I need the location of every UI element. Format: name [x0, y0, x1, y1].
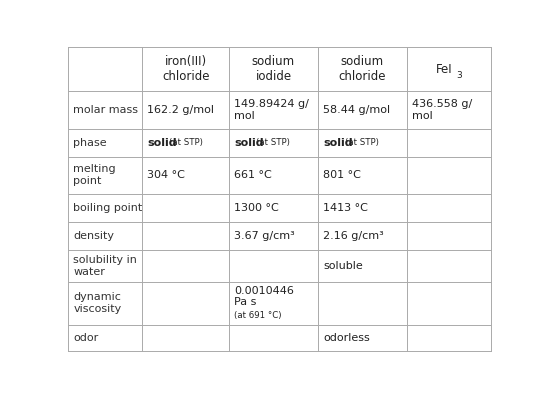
Text: melting
point: melting point: [73, 164, 116, 186]
Text: phase: phase: [73, 138, 107, 148]
Text: boiling point: boiling point: [73, 203, 143, 213]
Text: soluble: soluble: [323, 261, 363, 271]
Text: molar mass: molar mass: [73, 105, 138, 115]
Text: sodium
iodide: sodium iodide: [252, 55, 295, 83]
Text: 162.2 g/mol: 162.2 g/mol: [147, 105, 215, 115]
Text: 801 °C: 801 °C: [323, 170, 361, 180]
Text: (at STP): (at STP): [256, 138, 290, 147]
Text: FeI: FeI: [436, 63, 452, 76]
Text: solid: solid: [323, 138, 353, 148]
Text: 3.67 g/cm³: 3.67 g/cm³: [234, 231, 295, 241]
Text: 1413 °C: 1413 °C: [323, 203, 368, 213]
Text: odorless: odorless: [323, 333, 370, 343]
Text: odor: odor: [73, 333, 99, 343]
Text: 304 °C: 304 °C: [147, 170, 185, 180]
Text: (at STP): (at STP): [169, 138, 203, 147]
Text: solid: solid: [234, 138, 264, 148]
Text: 436.558 g/
mol: 436.558 g/ mol: [412, 99, 472, 121]
Text: solid: solid: [147, 138, 177, 148]
Text: density: density: [73, 231, 114, 241]
Text: iron(III)
chloride: iron(III) chloride: [162, 55, 210, 83]
Text: 0.0010446
Pa s: 0.0010446 Pa s: [234, 286, 294, 307]
Text: (at 691 °C): (at 691 °C): [234, 310, 282, 320]
Text: sodium
chloride: sodium chloride: [339, 55, 386, 83]
Text: 58.44 g/mol: 58.44 g/mol: [323, 105, 390, 115]
Text: 1300 °C: 1300 °C: [234, 203, 279, 213]
Text: 2.16 g/cm³: 2.16 g/cm³: [323, 231, 384, 241]
Text: dynamic
viscosity: dynamic viscosity: [73, 292, 122, 314]
Text: (at STP): (at STP): [345, 138, 379, 147]
Text: 661 °C: 661 °C: [234, 170, 272, 180]
Text: 3: 3: [456, 71, 462, 80]
Text: 149.89424 g/
mol: 149.89424 g/ mol: [234, 99, 309, 121]
Text: solubility in
water: solubility in water: [73, 255, 137, 277]
